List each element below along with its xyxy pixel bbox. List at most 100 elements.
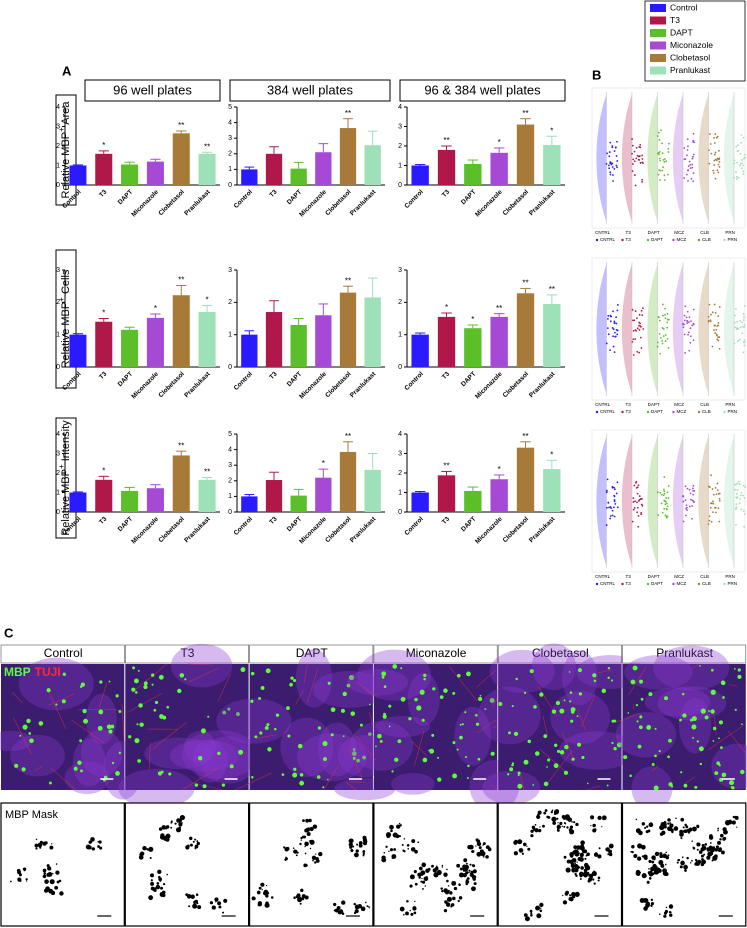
mask-blob xyxy=(712,855,718,861)
oligodendrocyte xyxy=(523,759,529,765)
violin-dot xyxy=(683,177,686,179)
oligodendrocyte xyxy=(611,679,614,682)
x-tick-label: Pranlukast xyxy=(349,188,378,217)
mask-blob xyxy=(152,887,157,892)
oligodendrocyte xyxy=(200,728,206,734)
mask-blob xyxy=(34,843,39,848)
violin-dot xyxy=(665,507,668,510)
mask-blob xyxy=(368,906,370,908)
oligodendrocyte xyxy=(527,739,532,744)
mask-blob xyxy=(685,825,689,829)
legend-label: Clobetasol xyxy=(670,52,710,62)
violin-dot xyxy=(682,326,685,329)
mask-blob xyxy=(300,839,302,841)
violin-dot xyxy=(741,321,743,324)
x-tick-label: T3 xyxy=(268,188,279,199)
violin-x-label: CNTRL xyxy=(595,230,610,235)
violin-dot xyxy=(639,336,642,339)
mask-blob xyxy=(51,843,53,845)
mask-blob xyxy=(601,826,603,828)
mask-blob xyxy=(306,831,311,836)
mask-blob xyxy=(569,894,572,897)
violin-dot xyxy=(686,310,689,313)
mask-blob xyxy=(669,822,672,824)
mask-blob xyxy=(578,871,585,877)
neurite xyxy=(492,726,498,728)
mask-blob xyxy=(194,847,197,850)
violin-dot xyxy=(691,157,694,160)
legend-swatch xyxy=(650,66,666,75)
violin-dot xyxy=(736,320,739,323)
mask-blob xyxy=(465,862,468,865)
mask-blob xyxy=(192,903,198,909)
mask-blob xyxy=(358,841,363,845)
oligodendrocyte xyxy=(322,741,328,747)
violin-dot xyxy=(714,324,717,327)
violin-dot xyxy=(638,159,641,161)
oligodendrocyte xyxy=(489,698,495,703)
column-header: 96 well plates xyxy=(113,82,192,97)
violin-x-label: T3 xyxy=(626,574,632,579)
violin-dot xyxy=(742,170,745,173)
y-tick-label: 1 xyxy=(56,162,60,169)
mask-blob xyxy=(663,911,668,915)
mask-blob xyxy=(44,879,49,884)
neurite xyxy=(128,693,163,712)
oligodendrocyte xyxy=(593,679,597,683)
mask-blob xyxy=(585,865,591,871)
violin-legend-dot xyxy=(697,410,701,414)
violin-dot xyxy=(611,162,614,165)
oligodendrocyte xyxy=(250,671,255,676)
violin-dot xyxy=(717,339,720,342)
bar xyxy=(121,164,139,185)
mask-blob xyxy=(422,880,426,884)
column-header: 96 & 384 well plates xyxy=(424,82,541,97)
x-tick-label: DAPT xyxy=(117,189,134,206)
mask-blob xyxy=(607,853,610,856)
violin-dot xyxy=(633,507,636,509)
mask-blob xyxy=(301,897,305,901)
oligodendrocyte xyxy=(138,703,143,708)
violin-dot xyxy=(615,155,618,157)
mask-blob xyxy=(348,839,353,843)
significance-label: ** xyxy=(443,136,449,145)
mask-blob xyxy=(43,872,47,875)
bar xyxy=(265,153,283,185)
mask-blob xyxy=(534,823,537,826)
oligodendrocyte xyxy=(83,718,89,724)
violin-dot xyxy=(658,157,661,160)
bar xyxy=(315,152,332,185)
oligodendrocyte xyxy=(437,756,440,759)
violin-dot xyxy=(606,152,609,155)
violin-dot xyxy=(691,517,693,520)
violin-legend-dot xyxy=(621,582,624,586)
violin-dot xyxy=(663,476,666,478)
mask-blob xyxy=(668,904,674,909)
mask-blob xyxy=(563,855,567,859)
oligodendrocyte xyxy=(292,678,297,683)
mask-blob xyxy=(311,855,317,861)
mask-blob xyxy=(679,832,684,837)
violin-legend-dot xyxy=(621,238,624,242)
mask-blob xyxy=(150,895,153,897)
oligodendrocyte xyxy=(342,691,347,697)
mask-blob xyxy=(665,863,667,866)
violin-dot xyxy=(735,308,737,310)
mask-blob xyxy=(635,871,641,876)
violin-dot xyxy=(637,515,640,517)
mask-blob xyxy=(682,826,685,829)
oligodendrocyte xyxy=(466,777,469,780)
mask-blob xyxy=(663,914,667,918)
mask-blob xyxy=(578,866,581,869)
mask-blob xyxy=(189,836,193,841)
violin-dot xyxy=(739,494,742,497)
violin-dot xyxy=(667,142,670,145)
violin-dot xyxy=(657,173,660,176)
neurite xyxy=(539,749,570,775)
violin xyxy=(647,264,658,394)
oligodendrocyte xyxy=(154,700,159,705)
mask-blob xyxy=(564,815,569,820)
mask-blob xyxy=(518,848,524,853)
violin-dot xyxy=(613,168,616,170)
mask-blob xyxy=(658,860,664,865)
